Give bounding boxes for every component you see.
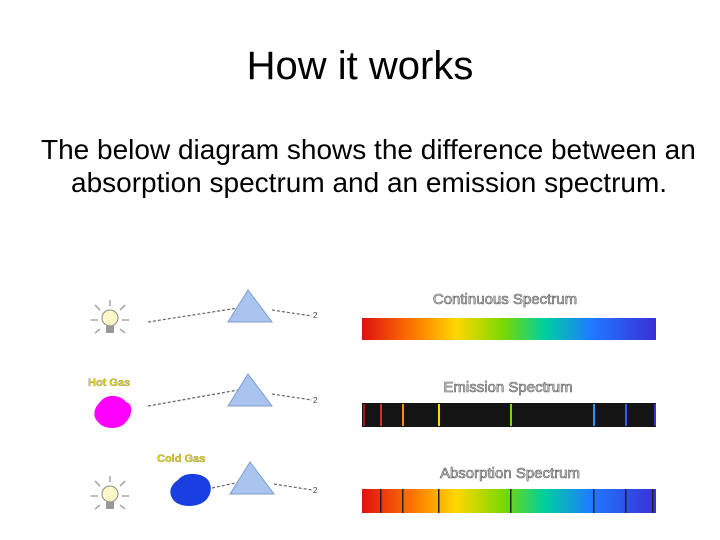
spectrum-title: Continuous Spectrum [433,291,577,308]
spectrum-title: Emission Spectrum [443,379,572,396]
absorption-spectrum-bar [362,489,656,513]
cold-gas-label: Cold Gas [157,453,205,465]
slide-title: How it works [246,44,474,88]
light-path-out [271,309,313,317]
light-path-out [271,393,313,401]
row-continuous: 2 Continuous Spectrum [91,289,656,340]
light-path-in [147,307,239,323]
slide-body-text: The below diagram shows the difference b… [41,134,696,198]
hot-gas-cloud-icon [94,395,132,428]
arrow-label: 2 [313,311,318,320]
emission-spectrum-bar [362,403,656,427]
light-path-in [147,389,239,407]
spectrum-title: Absorption Spectrum [440,465,580,482]
light-bulb-icon [91,300,129,334]
prism [227,289,273,323]
continuous-spectrum-bar [362,318,656,340]
arrow-label: 2 [313,396,318,405]
prism [227,373,273,407]
spectrum-diagram: 2 Continuous Spectrum Hot Gas 2 Emission… [80,280,670,520]
light-path-out [273,483,313,491]
prism [229,461,275,495]
hot-gas-label: Hot Gas [88,377,130,389]
row-absorption: Cold Gas [91,453,656,513]
cold-gas-cloud-icon [170,473,211,506]
light-bulb-icon [91,476,129,510]
arrow-label: 2 [313,486,318,495]
row-emission: Hot Gas 2 Emission Spectrum [88,373,656,428]
